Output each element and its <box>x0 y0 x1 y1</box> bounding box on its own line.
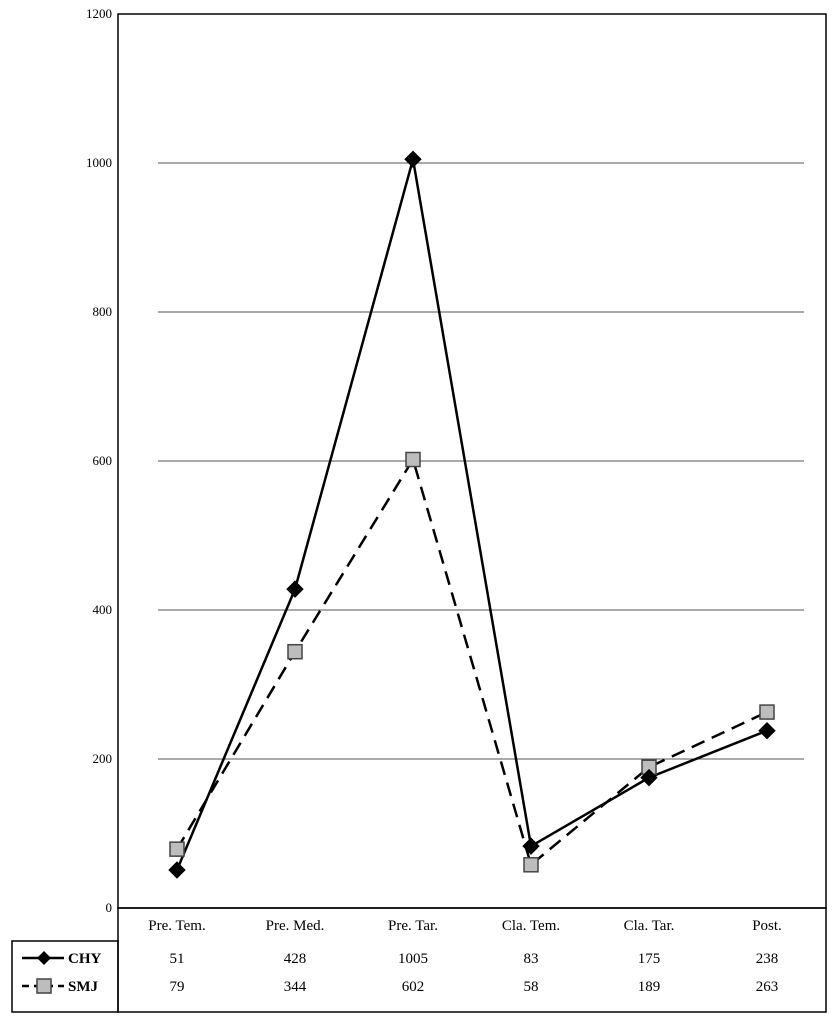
data-point-chy <box>404 150 422 168</box>
x-tick-label: Pre. Med. <box>266 918 325 934</box>
series-line-chy <box>175 158 768 871</box>
x-tick-label: Pre. Tar. <box>388 918 438 934</box>
x-tick-label: Cla. Tem. <box>502 918 560 934</box>
data-point-chy <box>286 580 304 598</box>
data-point-smj <box>287 643 303 660</box>
series-line-smj <box>175 458 768 867</box>
data-label-chy: 51 <box>170 951 185 967</box>
data-label-smj: 189 <box>638 979 661 995</box>
data-point-chy <box>640 768 658 787</box>
x-tick-label: Post. <box>752 918 782 934</box>
data-label-chy: 175 <box>638 951 661 967</box>
data-label-smj: 602 <box>402 979 425 995</box>
y-tick-label: 600 <box>93 453 113 468</box>
y-tick-label: 400 <box>93 602 113 617</box>
data-point-chy <box>522 837 540 855</box>
y-tick-label: 0 <box>106 900 113 915</box>
data-label-smj: 344 <box>284 979 307 995</box>
data-label-chy: 238 <box>756 951 779 967</box>
data-table-frame <box>117 907 827 1013</box>
y-tick-label: 1000 <box>86 155 112 170</box>
x-tick-label: Cla. Tar. <box>624 918 675 934</box>
data-point-smj <box>405 451 421 468</box>
data-label-chy: 83 <box>524 951 539 967</box>
data-label-smj: 79 <box>170 979 185 995</box>
y-tick-label: 800 <box>93 304 113 319</box>
data-label-smj: 58 <box>524 979 539 995</box>
data-point-smj <box>523 857 539 873</box>
data-label-chy: 1005 <box>398 951 428 967</box>
y-tick-label: 200 <box>93 751 113 766</box>
legend-label-chy: CHY <box>68 951 102 967</box>
legend-label-smj: SMJ <box>68 979 99 995</box>
data-point-chy <box>758 721 776 740</box>
legend-box <box>11 940 119 1013</box>
legend-marker-smj <box>36 978 52 994</box>
data-point-chy <box>168 861 186 879</box>
data-label-smj: 263 <box>756 979 779 995</box>
data-point-smj <box>759 704 775 720</box>
y-tick-label: 1200 <box>86 6 112 21</box>
legend-marker-chy <box>37 951 51 965</box>
data-label-chy: 428 <box>284 951 307 967</box>
data-point-smj <box>169 841 185 857</box>
x-tick-label: Pre. Tem. <box>148 918 205 934</box>
